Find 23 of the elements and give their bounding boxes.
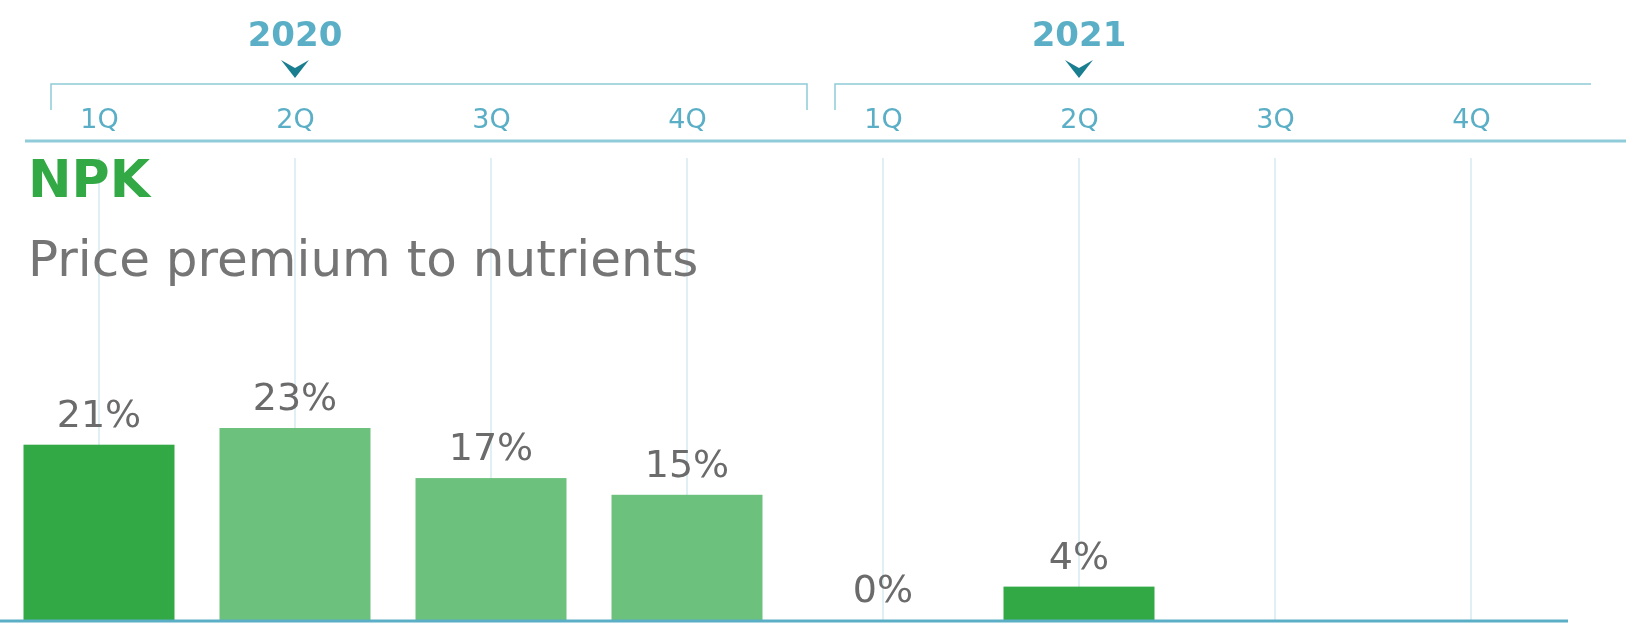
bar [219,428,371,620]
x-tick-label: 4Q [1452,103,1491,134]
bar [1003,586,1155,620]
data-label: 21% [56,391,142,436]
x-tick-label: 2Q [1060,103,1099,134]
x-tick-label: 1Q [80,103,119,134]
chart-title: NPK [28,149,152,209]
x-tick-label: 3Q [472,103,511,134]
bar [415,478,567,620]
data-label: 4% [1048,533,1110,578]
text: 2020 [247,14,343,54]
chart-subtitle: Price premium to nutrients [28,230,699,288]
x-tick-label: 4Q [668,103,707,134]
x-tick-label: 1Q [864,103,903,134]
data-label: 17% [448,425,534,470]
bar [23,444,175,620]
x-tick-label: 2Q [276,103,315,134]
text: 2021 [1031,14,1127,54]
data-label: 23% [252,375,338,419]
data-label: 0% [852,567,914,611]
x-tick-label: 3Q [1256,103,1295,134]
data-label: 15% [644,441,730,486]
bar [611,494,763,620]
